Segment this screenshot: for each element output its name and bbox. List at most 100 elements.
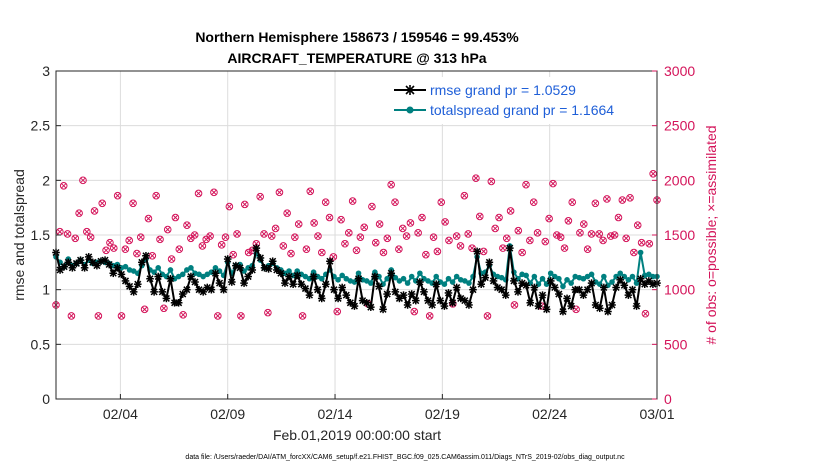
- x-axis-label: Feb.01,2019 00:00:00 start: [273, 427, 441, 443]
- spread-point: [629, 273, 636, 280]
- spread-point: [462, 278, 468, 284]
- obs-point: [94, 312, 103, 320]
- obs-point: [314, 232, 322, 240]
- rmse-point: [256, 254, 265, 262]
- obs-point: [244, 248, 253, 257]
- rmse-point: [334, 294, 342, 303]
- x-tick-label: 02/04: [103, 406, 138, 422]
- rmse-point: [281, 279, 289, 287]
- obs-point: [125, 236, 133, 245]
- rmse-point: [514, 288, 522, 296]
- rmse-point: [113, 264, 122, 272]
- right-tick-label: 3000: [664, 63, 695, 79]
- obs-point: [518, 248, 526, 257]
- obs-point: [479, 247, 488, 256]
- spread-point: [425, 278, 431, 284]
- obs-point: [318, 248, 326, 257]
- rmse-point: [416, 278, 424, 286]
- rmse-point: [367, 303, 375, 311]
- obs-point: [398, 224, 407, 233]
- spread-point: [339, 272, 345, 279]
- rmse-point: [326, 257, 334, 266]
- rmse-point: [174, 298, 183, 307]
- obs-point: [160, 304, 168, 313]
- rmse-point: [195, 285, 203, 294]
- obs-point: [237, 312, 245, 320]
- obs-point: [260, 230, 268, 238]
- spread-point: [376, 273, 382, 280]
- obs-point: [83, 227, 91, 236]
- obs-point: [506, 207, 515, 215]
- spread-point: [216, 268, 223, 274]
- obs-point: [233, 230, 241, 238]
- rmse-point: [632, 302, 641, 310]
- rmse-point: [309, 272, 318, 281]
- x-tick-label: 02/19: [425, 406, 460, 422]
- obs-point: [279, 242, 288, 250]
- rmse-point: [215, 279, 224, 287]
- obs-point: [256, 192, 264, 201]
- right-tick-label: 1500: [664, 227, 695, 243]
- spread-point: [396, 278, 403, 284]
- rmse-point: [228, 278, 236, 286]
- obs-point: [117, 312, 126, 320]
- spread-point: [384, 275, 390, 282]
- obs-point: [67, 312, 76, 320]
- right-tick-label: 2000: [664, 172, 695, 188]
- rmse-point: [105, 260, 113, 269]
- spread-point: [245, 265, 251, 271]
- obs-point: [572, 305, 580, 314]
- spread-point: [417, 270, 423, 277]
- rmse-point: [379, 305, 387, 314]
- obs-point: [321, 198, 330, 206]
- rmse-point: [465, 301, 473, 309]
- legend: rmse grand pr = 1.0529 totalspread grand…: [391, 77, 652, 124]
- right-tick-label: 0: [664, 391, 672, 407]
- obs-point: [271, 224, 280, 233]
- rmse-point: [399, 291, 408, 299]
- spread-point: [564, 277, 570, 283]
- spread-point: [200, 273, 206, 280]
- obs-point: [464, 230, 473, 238]
- spread-point: [306, 275, 313, 282]
- spread-point: [568, 280, 574, 286]
- spread-point: [404, 280, 411, 286]
- obs-point: [637, 238, 646, 247]
- rmse-point: [440, 302, 449, 310]
- legend-spread-label: totalspread grand pr = 1.1664: [430, 102, 614, 118]
- obs-point: [179, 311, 187, 319]
- obs-point: [603, 195, 611, 203]
- obs-point: [275, 188, 284, 197]
- rmse-point: [616, 276, 625, 284]
- rmse-point: [473, 247, 481, 256]
- obs-point: [499, 244, 507, 252]
- rmse-point: [583, 285, 592, 294]
- rmse-point: [313, 285, 322, 294]
- obs-point: [109, 244, 118, 252]
- rmse-point: [403, 301, 412, 309]
- spread-point: [449, 279, 456, 285]
- spread-point: [343, 275, 350, 282]
- spread-point: [408, 273, 415, 280]
- rmse-point: [579, 291, 588, 299]
- rmse-point: [530, 283, 539, 292]
- obs-point: [379, 248, 388, 257]
- rmse-point: [624, 291, 633, 299]
- spread-point: [441, 281, 448, 288]
- spread-point: [637, 249, 644, 256]
- legend-box: [391, 77, 652, 124]
- rmse-point: [248, 266, 257, 274]
- rmse-point: [84, 253, 93, 261]
- rmse-point: [117, 270, 126, 279]
- obs-point: [79, 176, 87, 185]
- spread-point: [155, 265, 162, 271]
- obs-point: [475, 212, 484, 221]
- obs-point: [495, 213, 503, 222]
- obs-point: [433, 247, 442, 256]
- obs-point: [491, 224, 499, 233]
- left-tick-label: 1.5: [31, 227, 51, 243]
- rmse-point: [342, 291, 351, 299]
- rmse-point: [452, 283, 461, 292]
- obs-point: [283, 209, 291, 217]
- spread-point: [355, 270, 362, 277]
